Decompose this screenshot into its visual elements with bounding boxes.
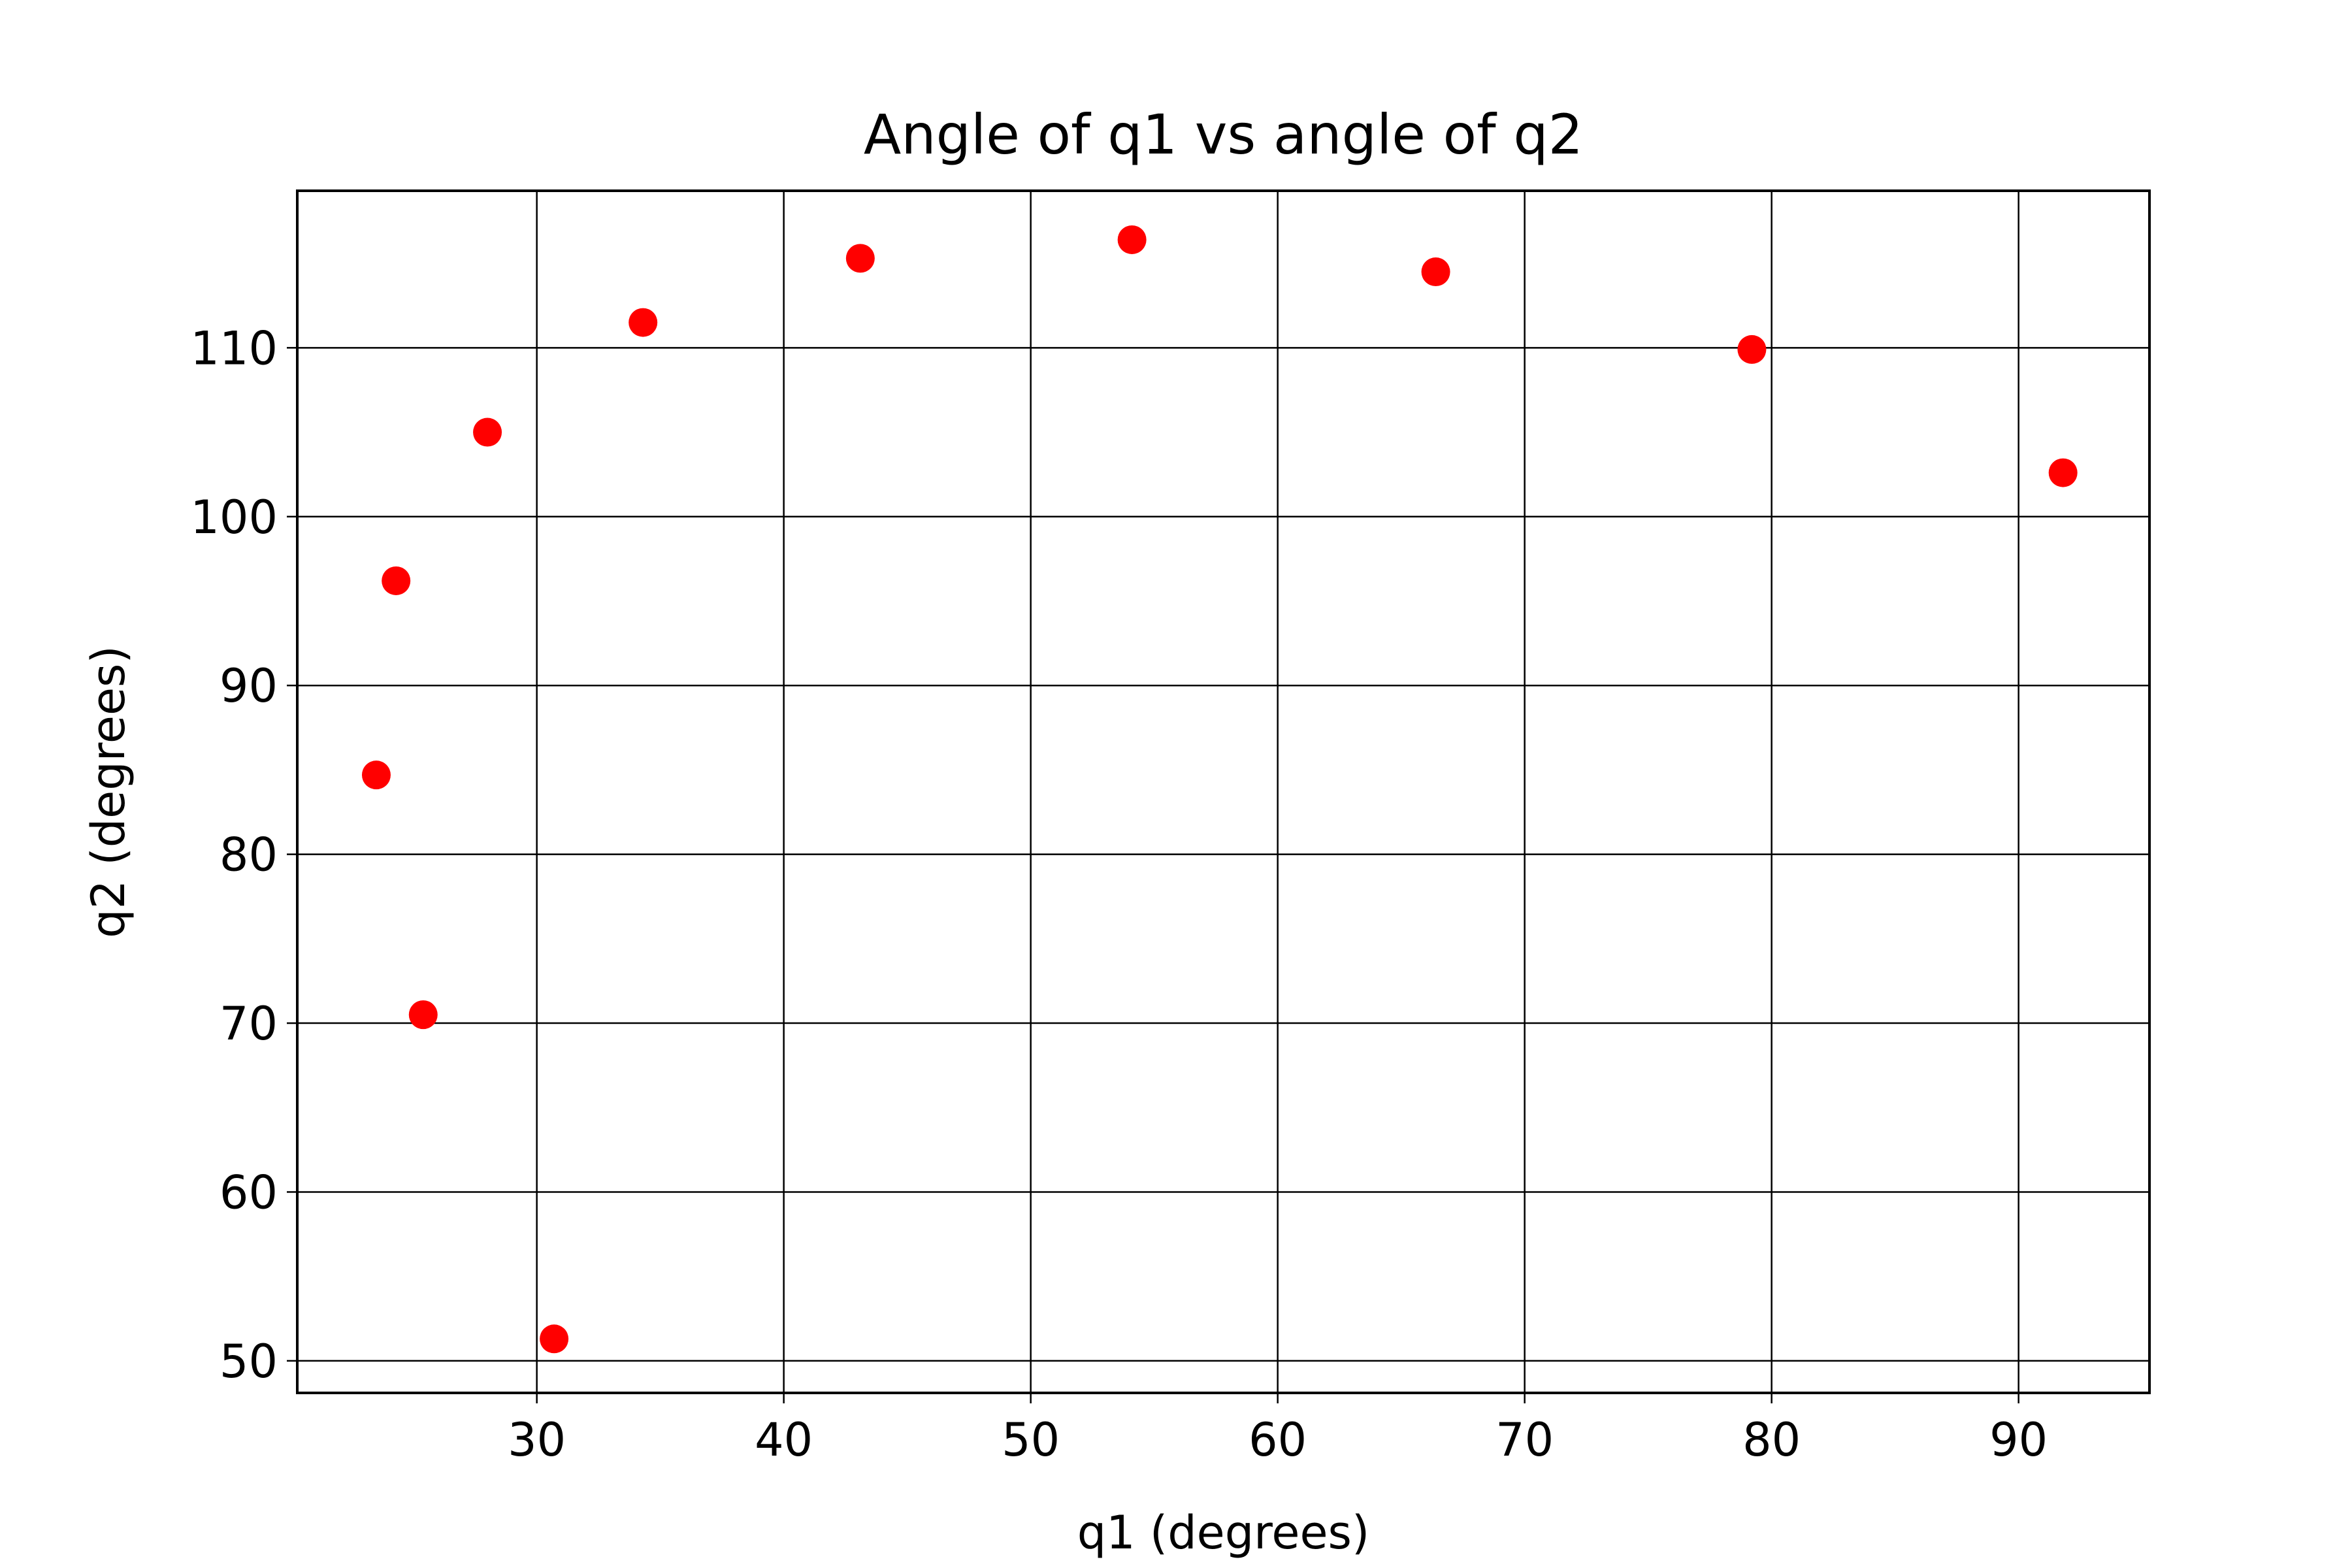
- x-tick-label: 60: [1249, 1413, 1307, 1467]
- x-tick-label: 50: [1002, 1413, 1060, 1467]
- data-point: [382, 566, 411, 595]
- grid-lines: [297, 191, 2149, 1393]
- data-points: [361, 225, 2078, 1354]
- data-point: [1117, 225, 1147, 254]
- data-point: [629, 308, 658, 337]
- y-tick-label: 110: [190, 321, 278, 375]
- x-tick-label: 90: [1989, 1413, 2048, 1467]
- y-tick-label: 90: [220, 659, 278, 713]
- data-point: [473, 417, 502, 447]
- y-tick-label: 60: [220, 1166, 278, 1219]
- axes-frame: [296, 189, 2151, 1394]
- x-axis-label: q1 (degrees): [1077, 1506, 1370, 1560]
- y-tick-label: 50: [220, 1335, 278, 1388]
- y-tick-label: 80: [220, 828, 278, 882]
- x-tick-label: 30: [508, 1413, 566, 1467]
- data-point: [540, 1324, 569, 1354]
- x-tick-label: 70: [1495, 1413, 1554, 1467]
- data-point: [408, 1000, 438, 1030]
- data-point: [1737, 335, 1767, 364]
- chart-title: Angle of q1 vs angle of q2: [864, 103, 1583, 167]
- axis-ticks: 30 40 50 60 70 80 90 50 60 70 80 90 100 110: [190, 321, 2048, 1467]
- x-tick-label: 40: [755, 1413, 813, 1467]
- y-axis-label: q2 (degrees): [82, 645, 135, 938]
- data-point: [845, 244, 875, 273]
- x-tick-label: 80: [1742, 1413, 1801, 1467]
- data-point: [361, 760, 391, 790]
- y-tick-label: 100: [190, 491, 278, 544]
- data-point: [1421, 257, 1450, 287]
- y-tick-label: 70: [220, 997, 278, 1051]
- data-point: [2048, 458, 2078, 487]
